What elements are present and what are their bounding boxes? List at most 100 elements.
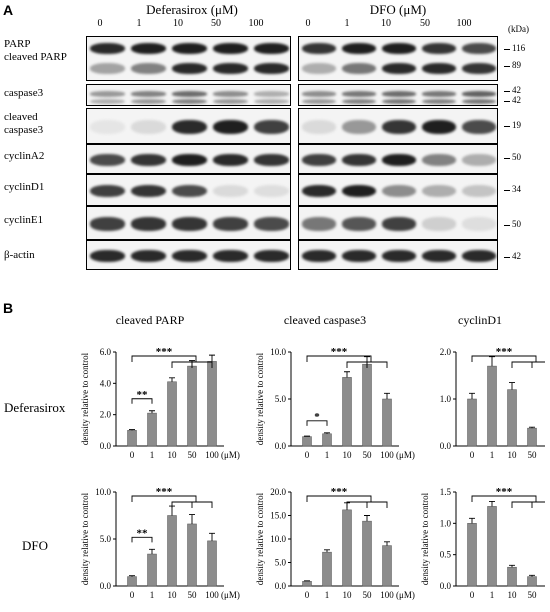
y-tick-label: 1.0 (440, 518, 452, 528)
x-tick-label: 50 (363, 450, 373, 460)
blot-band (422, 217, 456, 231)
error-bar (129, 575, 135, 577)
x-tick-label: 10 (343, 450, 353, 460)
y-tick-label: 0.0 (100, 441, 112, 451)
blot-label: β-actin (4, 249, 35, 261)
blot-band (462, 217, 496, 231)
bar (487, 365, 497, 447)
blot-band (254, 250, 289, 262)
y-tick-label: 6.0 (100, 347, 112, 357)
x-tick-label: 0 (305, 590, 310, 600)
bar (167, 515, 177, 587)
bar (127, 576, 137, 587)
blot-label: cyclinA2 (4, 150, 45, 162)
error-bar (149, 548, 155, 555)
significance-bracket (471, 355, 545, 368)
dfo-blot (298, 206, 498, 240)
x-tick-label: 1 (150, 450, 155, 460)
blot-band (90, 184, 125, 198)
blot-band (302, 98, 336, 105)
bar-chart: density relative to control 0.0 5.0 10.0 0 1 1… (255, 346, 415, 460)
x-tick-label: 100 (380, 450, 394, 460)
dose-label: 100 (248, 18, 264, 29)
kda-unit-label: (kDa) (508, 24, 529, 34)
y-tick-label: 4.0 (100, 378, 112, 388)
mw-marker: 42 (504, 85, 521, 95)
x-tick-label: 1 (325, 590, 330, 600)
blot-band (342, 154, 376, 166)
blot-band (462, 184, 496, 198)
error-bar (509, 564, 515, 568)
significance-label: *** (156, 346, 173, 358)
error-bar (129, 429, 135, 431)
significance-label: * (314, 411, 320, 423)
blot-band (213, 119, 248, 135)
y-tick-label: 1.5 (440, 487, 452, 497)
blot-band (422, 91, 456, 97)
blot-band (254, 154, 289, 166)
x-tick-label: 0 (470, 450, 475, 460)
mw-marker: 50 (504, 152, 521, 162)
blot-band (213, 91, 248, 97)
dose-label: 1 (136, 18, 142, 29)
blot-band (90, 91, 125, 97)
blot-band (422, 62, 456, 75)
blot-band (254, 119, 289, 135)
blot-band (382, 217, 416, 231)
bar-chart: density relative to control 0.0 2.0 4.0 6.0 0… (80, 346, 240, 460)
deferasirox-blot (86, 84, 291, 106)
blot-band (131, 154, 166, 166)
blot-band (254, 184, 289, 198)
y-tick-label: 10.0 (270, 347, 286, 357)
bar (322, 551, 332, 587)
blot-band (302, 91, 336, 97)
bar (207, 361, 217, 447)
x-tick-label: 0 (470, 590, 475, 600)
blot-band (422, 119, 456, 135)
blot-label: caspase3 (4, 87, 44, 99)
significance-bracket (306, 495, 388, 508)
blot-band (422, 184, 456, 198)
significance-bracket (131, 495, 213, 508)
row-label-dfo: DFO (22, 538, 49, 553)
blot-band (172, 98, 207, 105)
dfo-blot (298, 36, 498, 81)
blot-band (90, 98, 125, 105)
bar (467, 398, 477, 447)
bar (187, 523, 197, 587)
y-tick-label: 0.0 (275, 581, 287, 591)
bar (342, 509, 352, 587)
column-title-cyclind1: cyclinD1 (458, 313, 502, 327)
significance-bracket (131, 536, 153, 543)
deferasirox-group-title: Deferasirox (μM) (146, 2, 238, 17)
blot-band (172, 250, 207, 262)
mw-marker: 116 (503, 43, 526, 53)
bar (382, 398, 392, 447)
error-bar (384, 541, 390, 546)
mw-marker: 42 (504, 95, 521, 105)
blot-band (254, 98, 289, 105)
dose-label: 0 (305, 18, 311, 29)
x-tick-label: 0 (130, 590, 135, 600)
blot-band (382, 250, 416, 262)
blot-band (462, 250, 496, 262)
blot-label: cyclinE1 (4, 214, 44, 226)
x-tick-label: 1 (325, 450, 330, 460)
deferasirox-blot (86, 174, 291, 206)
bar (527, 576, 537, 587)
x-tick-label: 50 (188, 590, 198, 600)
y-tick-label: 0.0 (440, 441, 452, 451)
y-tick-label: 10.0 (270, 534, 286, 544)
y-axis-label: density relative to control (255, 492, 265, 585)
blot-band (302, 62, 336, 75)
panel-a-letter: A (3, 2, 14, 18)
error-bar (209, 532, 215, 541)
bar (362, 520, 372, 587)
blot-band (131, 250, 166, 262)
blot-band (213, 154, 248, 166)
blot-band (254, 62, 289, 75)
bar (302, 436, 312, 447)
blot-band (302, 184, 336, 198)
y-tick-label: 2.0 (100, 410, 112, 420)
